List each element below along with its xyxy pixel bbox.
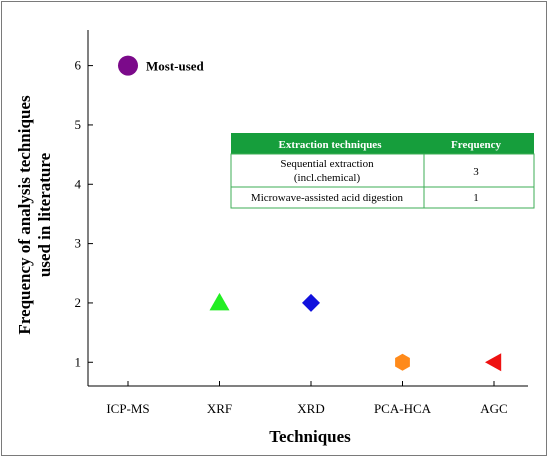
y-tick-label: 3 [75, 236, 82, 251]
table-cell-frequency: 1 [473, 192, 479, 204]
y-tick-label: 6 [75, 58, 82, 73]
plot-area [87, 30, 528, 387]
y-tick-label: 1 [75, 354, 82, 369]
y-tick-label: 2 [75, 295, 82, 310]
table-cell-technique: Microwave-assisted acid digestion [251, 192, 404, 204]
y-tick-label: 4 [75, 176, 82, 191]
table-row [230, 153, 535, 188]
x-tick-label: ICP-MS [106, 401, 149, 416]
y-ticks: 1 2 3 4 5 6 [75, 58, 93, 369]
x-tick-label: XRF [207, 401, 232, 416]
table-cell-technique-line-1: Sequential extraction [280, 158, 374, 170]
table-cell-frequency: 3 [473, 166, 479, 178]
table-cell-technique-line-2: (incl.chemical) [294, 172, 361, 184]
data-point-xrd [302, 293, 320, 312]
x-tick-label: PCA-HCA [374, 401, 432, 416]
x-tick-label: XRD [297, 401, 324, 416]
data-point-xrf [209, 292, 230, 311]
y-axis-title: Frequency of analysis techniques used in… [15, 95, 54, 335]
data-point-agc [485, 353, 502, 372]
data-point-pca-hca [395, 353, 410, 371]
y-tick-label: 5 [75, 117, 82, 132]
table-header-background [231, 133, 534, 154]
y-axis-title-line-2: used in literature [35, 152, 54, 277]
x-axis-title: Techniques [269, 427, 351, 446]
x-ticks: ICP-MS XRF XRD PCA-HCA AGC [106, 381, 508, 416]
data-point-icp-ms [118, 55, 138, 76]
table-row [230, 186, 535, 209]
y-axis-title-line-1: Frequency of analysis techniques [15, 95, 34, 335]
table-header-technique: Extraction techniques [279, 139, 383, 151]
data-markers [118, 55, 502, 372]
table-header-frequency: Frequency [451, 139, 501, 151]
most-used-annotation: Most-used [146, 59, 205, 74]
x-tick-label: AGC [480, 401, 507, 416]
extraction-techniques-table: Extraction techniques Frequency Sequenti… [230, 133, 535, 209]
